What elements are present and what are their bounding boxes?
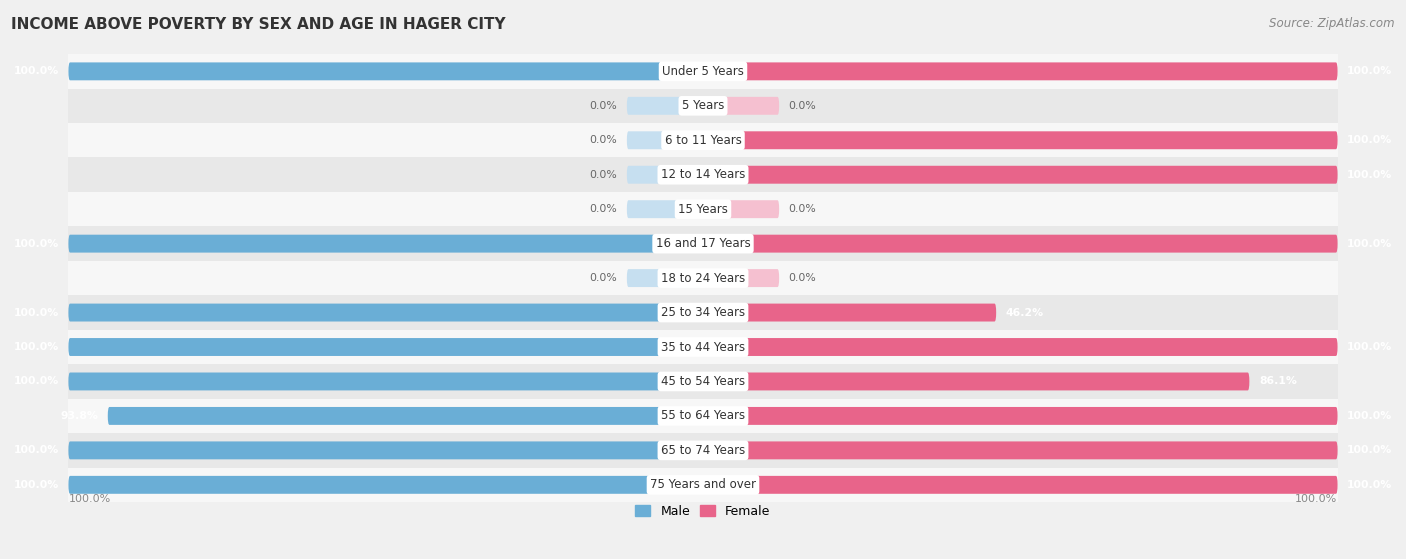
Text: 0.0%: 0.0% bbox=[589, 135, 617, 145]
Text: 0.0%: 0.0% bbox=[589, 101, 617, 111]
FancyBboxPatch shape bbox=[627, 131, 703, 149]
FancyBboxPatch shape bbox=[703, 63, 1337, 80]
Text: 100.0%: 100.0% bbox=[1347, 446, 1392, 456]
Text: 15 Years: 15 Years bbox=[678, 203, 728, 216]
Text: 0.0%: 0.0% bbox=[789, 204, 817, 214]
Text: 100.0%: 100.0% bbox=[14, 239, 59, 249]
Bar bbox=[69, 123, 1337, 158]
Text: 100.0%: 100.0% bbox=[14, 480, 59, 490]
Bar bbox=[69, 399, 1337, 433]
FancyBboxPatch shape bbox=[69, 442, 703, 459]
FancyBboxPatch shape bbox=[703, 476, 1337, 494]
FancyBboxPatch shape bbox=[69, 372, 703, 390]
FancyBboxPatch shape bbox=[69, 235, 703, 253]
Text: 100.0%: 100.0% bbox=[1347, 411, 1392, 421]
FancyBboxPatch shape bbox=[703, 269, 779, 287]
FancyBboxPatch shape bbox=[627, 97, 703, 115]
FancyBboxPatch shape bbox=[703, 407, 1337, 425]
Text: 12 to 14 Years: 12 to 14 Years bbox=[661, 168, 745, 181]
Bar bbox=[69, 433, 1337, 468]
Text: 100.0%: 100.0% bbox=[69, 494, 111, 504]
Bar bbox=[69, 261, 1337, 295]
Text: 100.0%: 100.0% bbox=[14, 307, 59, 318]
Text: 6 to 11 Years: 6 to 11 Years bbox=[665, 134, 741, 147]
FancyBboxPatch shape bbox=[703, 442, 1337, 459]
FancyBboxPatch shape bbox=[627, 200, 703, 218]
FancyBboxPatch shape bbox=[69, 476, 703, 494]
Text: 45 to 54 Years: 45 to 54 Years bbox=[661, 375, 745, 388]
Text: 100.0%: 100.0% bbox=[1347, 342, 1392, 352]
Text: 25 to 34 Years: 25 to 34 Years bbox=[661, 306, 745, 319]
Text: 100.0%: 100.0% bbox=[1347, 135, 1392, 145]
Bar bbox=[69, 158, 1337, 192]
Text: 55 to 64 Years: 55 to 64 Years bbox=[661, 409, 745, 423]
FancyBboxPatch shape bbox=[627, 166, 703, 184]
Text: INCOME ABOVE POVERTY BY SEX AND AGE IN HAGER CITY: INCOME ABOVE POVERTY BY SEX AND AGE IN H… bbox=[11, 17, 506, 32]
Text: 100.0%: 100.0% bbox=[1295, 494, 1337, 504]
Text: 18 to 24 Years: 18 to 24 Years bbox=[661, 272, 745, 285]
Text: 16 and 17 Years: 16 and 17 Years bbox=[655, 237, 751, 250]
Text: 35 to 44 Years: 35 to 44 Years bbox=[661, 340, 745, 353]
Bar bbox=[69, 330, 1337, 364]
Text: 75 Years and over: 75 Years and over bbox=[650, 479, 756, 491]
Bar bbox=[69, 468, 1337, 502]
Bar bbox=[69, 192, 1337, 226]
Text: 86.1%: 86.1% bbox=[1258, 376, 1296, 386]
Bar bbox=[69, 226, 1337, 261]
Text: 65 to 74 Years: 65 to 74 Years bbox=[661, 444, 745, 457]
Text: 5 Years: 5 Years bbox=[682, 100, 724, 112]
Text: 100.0%: 100.0% bbox=[1347, 480, 1392, 490]
FancyBboxPatch shape bbox=[703, 166, 1337, 184]
FancyBboxPatch shape bbox=[703, 338, 1337, 356]
FancyBboxPatch shape bbox=[703, 304, 997, 321]
FancyBboxPatch shape bbox=[108, 407, 703, 425]
Text: 0.0%: 0.0% bbox=[589, 204, 617, 214]
Text: 0.0%: 0.0% bbox=[789, 101, 817, 111]
FancyBboxPatch shape bbox=[703, 97, 779, 115]
Text: 46.2%: 46.2% bbox=[1005, 307, 1043, 318]
Text: 100.0%: 100.0% bbox=[14, 376, 59, 386]
Text: 100.0%: 100.0% bbox=[1347, 170, 1392, 180]
Legend: Male, Female: Male, Female bbox=[630, 500, 776, 523]
Text: 100.0%: 100.0% bbox=[14, 446, 59, 456]
Bar bbox=[69, 364, 1337, 399]
FancyBboxPatch shape bbox=[69, 63, 703, 80]
FancyBboxPatch shape bbox=[627, 269, 703, 287]
Text: 100.0%: 100.0% bbox=[14, 342, 59, 352]
FancyBboxPatch shape bbox=[703, 235, 1337, 253]
Bar bbox=[69, 54, 1337, 88]
Text: Source: ZipAtlas.com: Source: ZipAtlas.com bbox=[1270, 17, 1395, 30]
FancyBboxPatch shape bbox=[703, 200, 779, 218]
Text: 100.0%: 100.0% bbox=[1347, 239, 1392, 249]
Text: 93.8%: 93.8% bbox=[60, 411, 98, 421]
Text: Under 5 Years: Under 5 Years bbox=[662, 65, 744, 78]
Bar bbox=[69, 88, 1337, 123]
FancyBboxPatch shape bbox=[69, 338, 703, 356]
FancyBboxPatch shape bbox=[703, 131, 1337, 149]
Text: 100.0%: 100.0% bbox=[14, 67, 59, 77]
FancyBboxPatch shape bbox=[69, 304, 703, 321]
Text: 0.0%: 0.0% bbox=[589, 273, 617, 283]
Text: 0.0%: 0.0% bbox=[589, 170, 617, 180]
Bar bbox=[69, 295, 1337, 330]
Text: 0.0%: 0.0% bbox=[789, 273, 817, 283]
Text: 100.0%: 100.0% bbox=[1347, 67, 1392, 77]
FancyBboxPatch shape bbox=[703, 372, 1250, 390]
